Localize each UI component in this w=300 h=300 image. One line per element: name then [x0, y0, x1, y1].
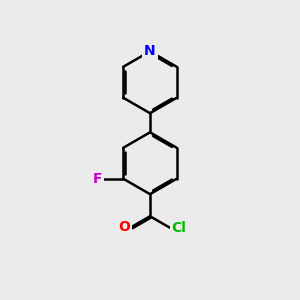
- Text: O: O: [118, 220, 130, 234]
- Text: F: F: [93, 172, 103, 186]
- Text: N: N: [144, 44, 156, 58]
- Text: Cl: Cl: [171, 221, 186, 235]
